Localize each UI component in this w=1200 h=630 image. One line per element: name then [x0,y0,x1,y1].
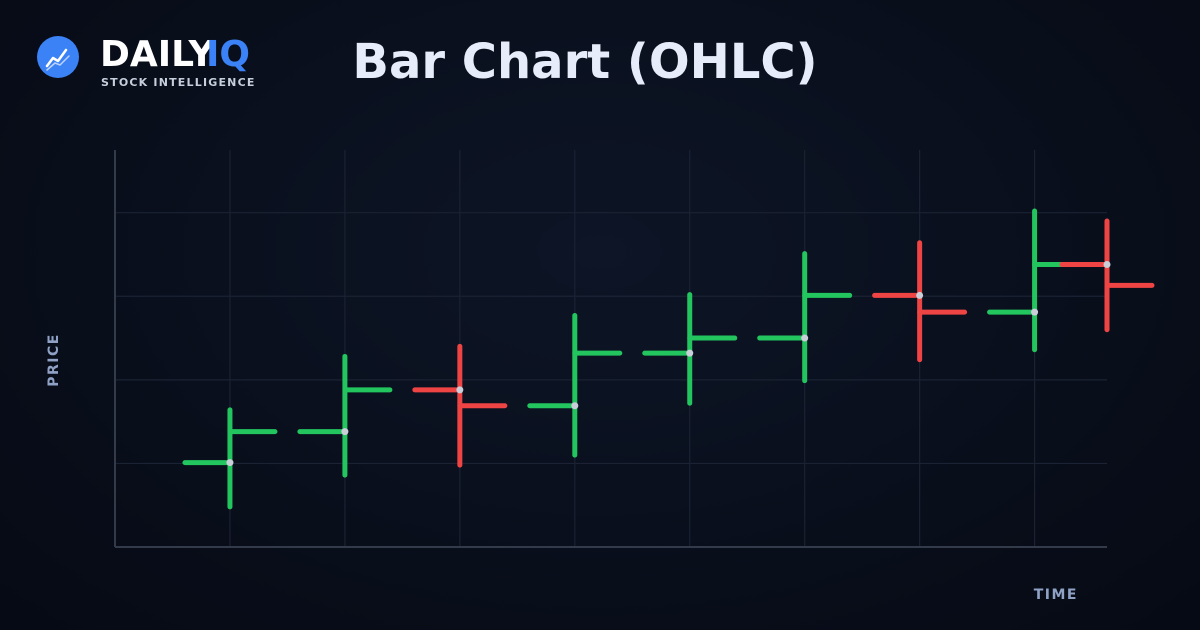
open-dot [341,428,349,436]
y-axis-label: PRICE [46,333,62,387]
open-dot [916,291,924,299]
x-axis-label: TIME [1034,587,1078,603]
brand-name: DAILY [100,34,215,75]
open-dot [1031,308,1039,316]
logo: DAILY IQ STOCK INTELLIGENCE [37,34,256,89]
chart-title: Bar Chart (OHLC) [352,34,817,90]
logo-badge [37,36,79,78]
plot [114,150,1155,548]
brand-accent: IQ [206,34,250,75]
logo-icon [45,48,68,68]
open-dot [801,334,809,342]
open-dot [1103,261,1111,269]
open-dot [226,459,234,467]
open-dot [571,402,579,410]
open-dot [456,386,464,394]
brand-tagline: STOCK INTELLIGENCE [101,76,256,89]
logo-icon [46,55,70,71]
open-dot [686,349,694,357]
